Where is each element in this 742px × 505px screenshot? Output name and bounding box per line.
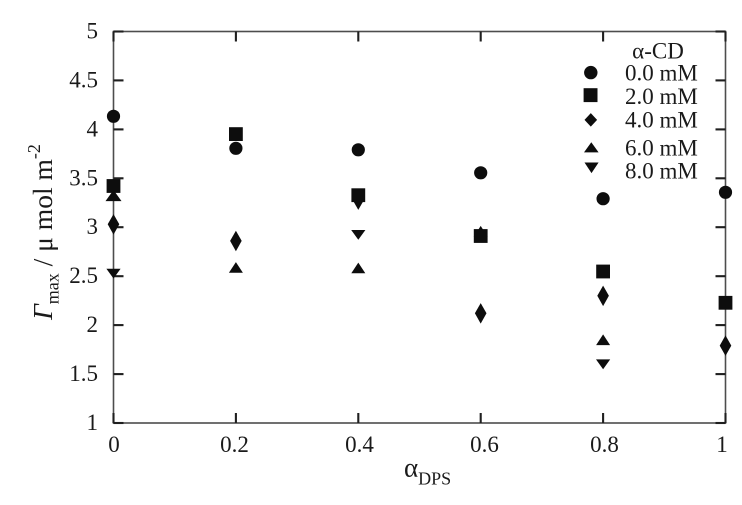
svg-text:3.5: 3.5	[69, 165, 98, 190]
svg-text:2.5: 2.5	[69, 263, 98, 288]
svg-text:0.2: 0.2	[220, 432, 249, 457]
svg-text:0: 0	[108, 432, 120, 457]
svg-text:6.0 mM: 6.0 mM	[625, 136, 698, 161]
svg-text:Γmax / μ mol m-2: Γmax / μ mol m-2	[24, 144, 63, 321]
svg-text:3: 3	[87, 214, 99, 239]
svg-text:4: 4	[87, 116, 99, 141]
svg-text:2: 2	[87, 312, 99, 337]
svg-text:0.6: 0.6	[470, 432, 499, 457]
svg-text:0.8: 0.8	[590, 432, 619, 457]
svg-text:1.5: 1.5	[69, 361, 98, 386]
svg-text:5: 5	[87, 19, 99, 44]
svg-text:2.0 mM: 2.0 mM	[625, 84, 698, 109]
svg-text:1: 1	[87, 410, 99, 435]
svg-text:8.0 mM: 8.0 mM	[625, 159, 698, 184]
svg-text:α-CD: α-CD	[632, 39, 684, 64]
svg-text:0.4: 0.4	[345, 432, 374, 457]
svg-text:4.5: 4.5	[69, 67, 98, 92]
svg-text:4.0 mM: 4.0 mM	[625, 108, 698, 133]
svg-text:1: 1	[716, 432, 728, 457]
svg-text:0.0 mM: 0.0 mM	[625, 60, 698, 85]
